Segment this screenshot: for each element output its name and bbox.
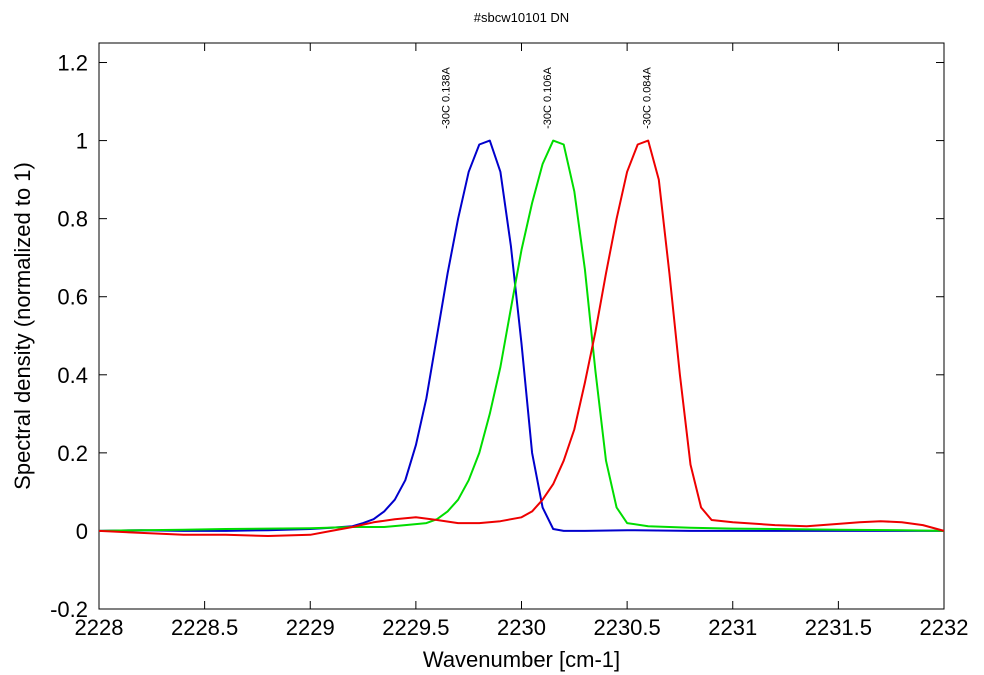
x-axis-title: Wavenumber [cm-1] xyxy=(423,647,620,672)
y-axis-title: Spectral density (normalized to 1) xyxy=(10,162,35,490)
plot-frame xyxy=(99,43,944,609)
y-tick-label: 1.2 xyxy=(57,51,88,76)
peak-annotation: -30C 0.138A xyxy=(441,66,453,128)
x-tick-label: 2230.5 xyxy=(593,615,660,640)
y-tick-label: 0.6 xyxy=(57,285,88,310)
peak-annotation: -30C 0.084A xyxy=(641,66,653,128)
x-tick-label: 2231 xyxy=(708,615,757,640)
y-tick-label: 0.8 xyxy=(57,207,88,232)
x-tick-label: 2230 xyxy=(497,615,546,640)
peak-annotation: -30C 0.106A xyxy=(542,66,554,128)
x-tick-label: 2232 xyxy=(920,615,969,640)
y-tick-label: -0.2 xyxy=(50,597,88,622)
x-tick-label: 2229 xyxy=(286,615,335,640)
x-tick-label: 2229.5 xyxy=(382,615,449,640)
x-tick-label: 2231.5 xyxy=(805,615,872,640)
series-line-1 xyxy=(99,141,944,531)
x-tick-label: 2228.5 xyxy=(171,615,238,640)
y-tick-label: 0 xyxy=(76,519,88,544)
y-tick-label: 0.4 xyxy=(57,363,88,388)
chart-title: #sbcw10101 DN xyxy=(474,10,569,25)
y-tick-label: 0.2 xyxy=(57,441,88,466)
y-tick-label: 1 xyxy=(76,129,88,154)
